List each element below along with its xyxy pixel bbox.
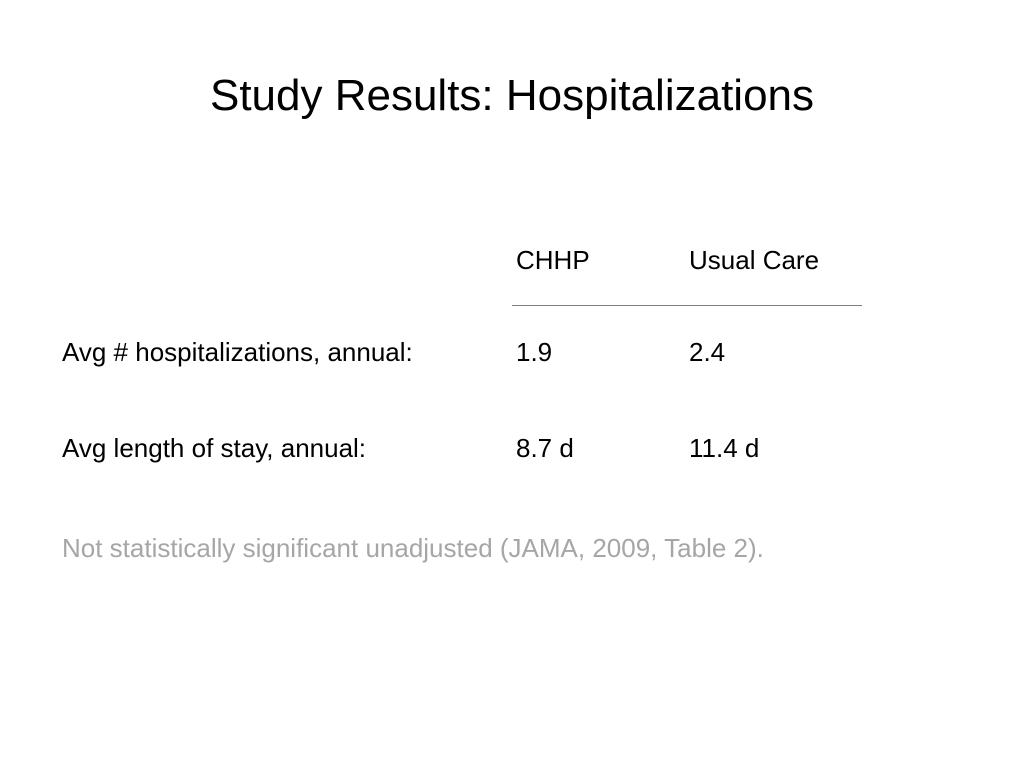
header-divider: [512, 305, 862, 306]
cell-chhp-hospitalizations: 1.9: [516, 337, 553, 367]
cell-chhp-length-of-stay: 8.7 d: [516, 433, 574, 463]
column-header-usual-care: Usual Care: [689, 245, 820, 275]
row-label-hospitalizations: Avg # hospitalizations, annual:: [62, 337, 413, 367]
cell-usual-care-length-of-stay: 11.4 d: [689, 433, 760, 463]
footnote: Not statistically significant unadjusted…: [62, 533, 764, 563]
row-label-length-of-stay: Avg length of stay, annual:: [62, 433, 367, 463]
column-header-chhp: CHHP: [516, 245, 590, 275]
cell-usual-care-hospitalizations: 2.4: [689, 337, 726, 367]
slide-title: Study Results: Hospitalizations: [209, 71, 815, 120]
